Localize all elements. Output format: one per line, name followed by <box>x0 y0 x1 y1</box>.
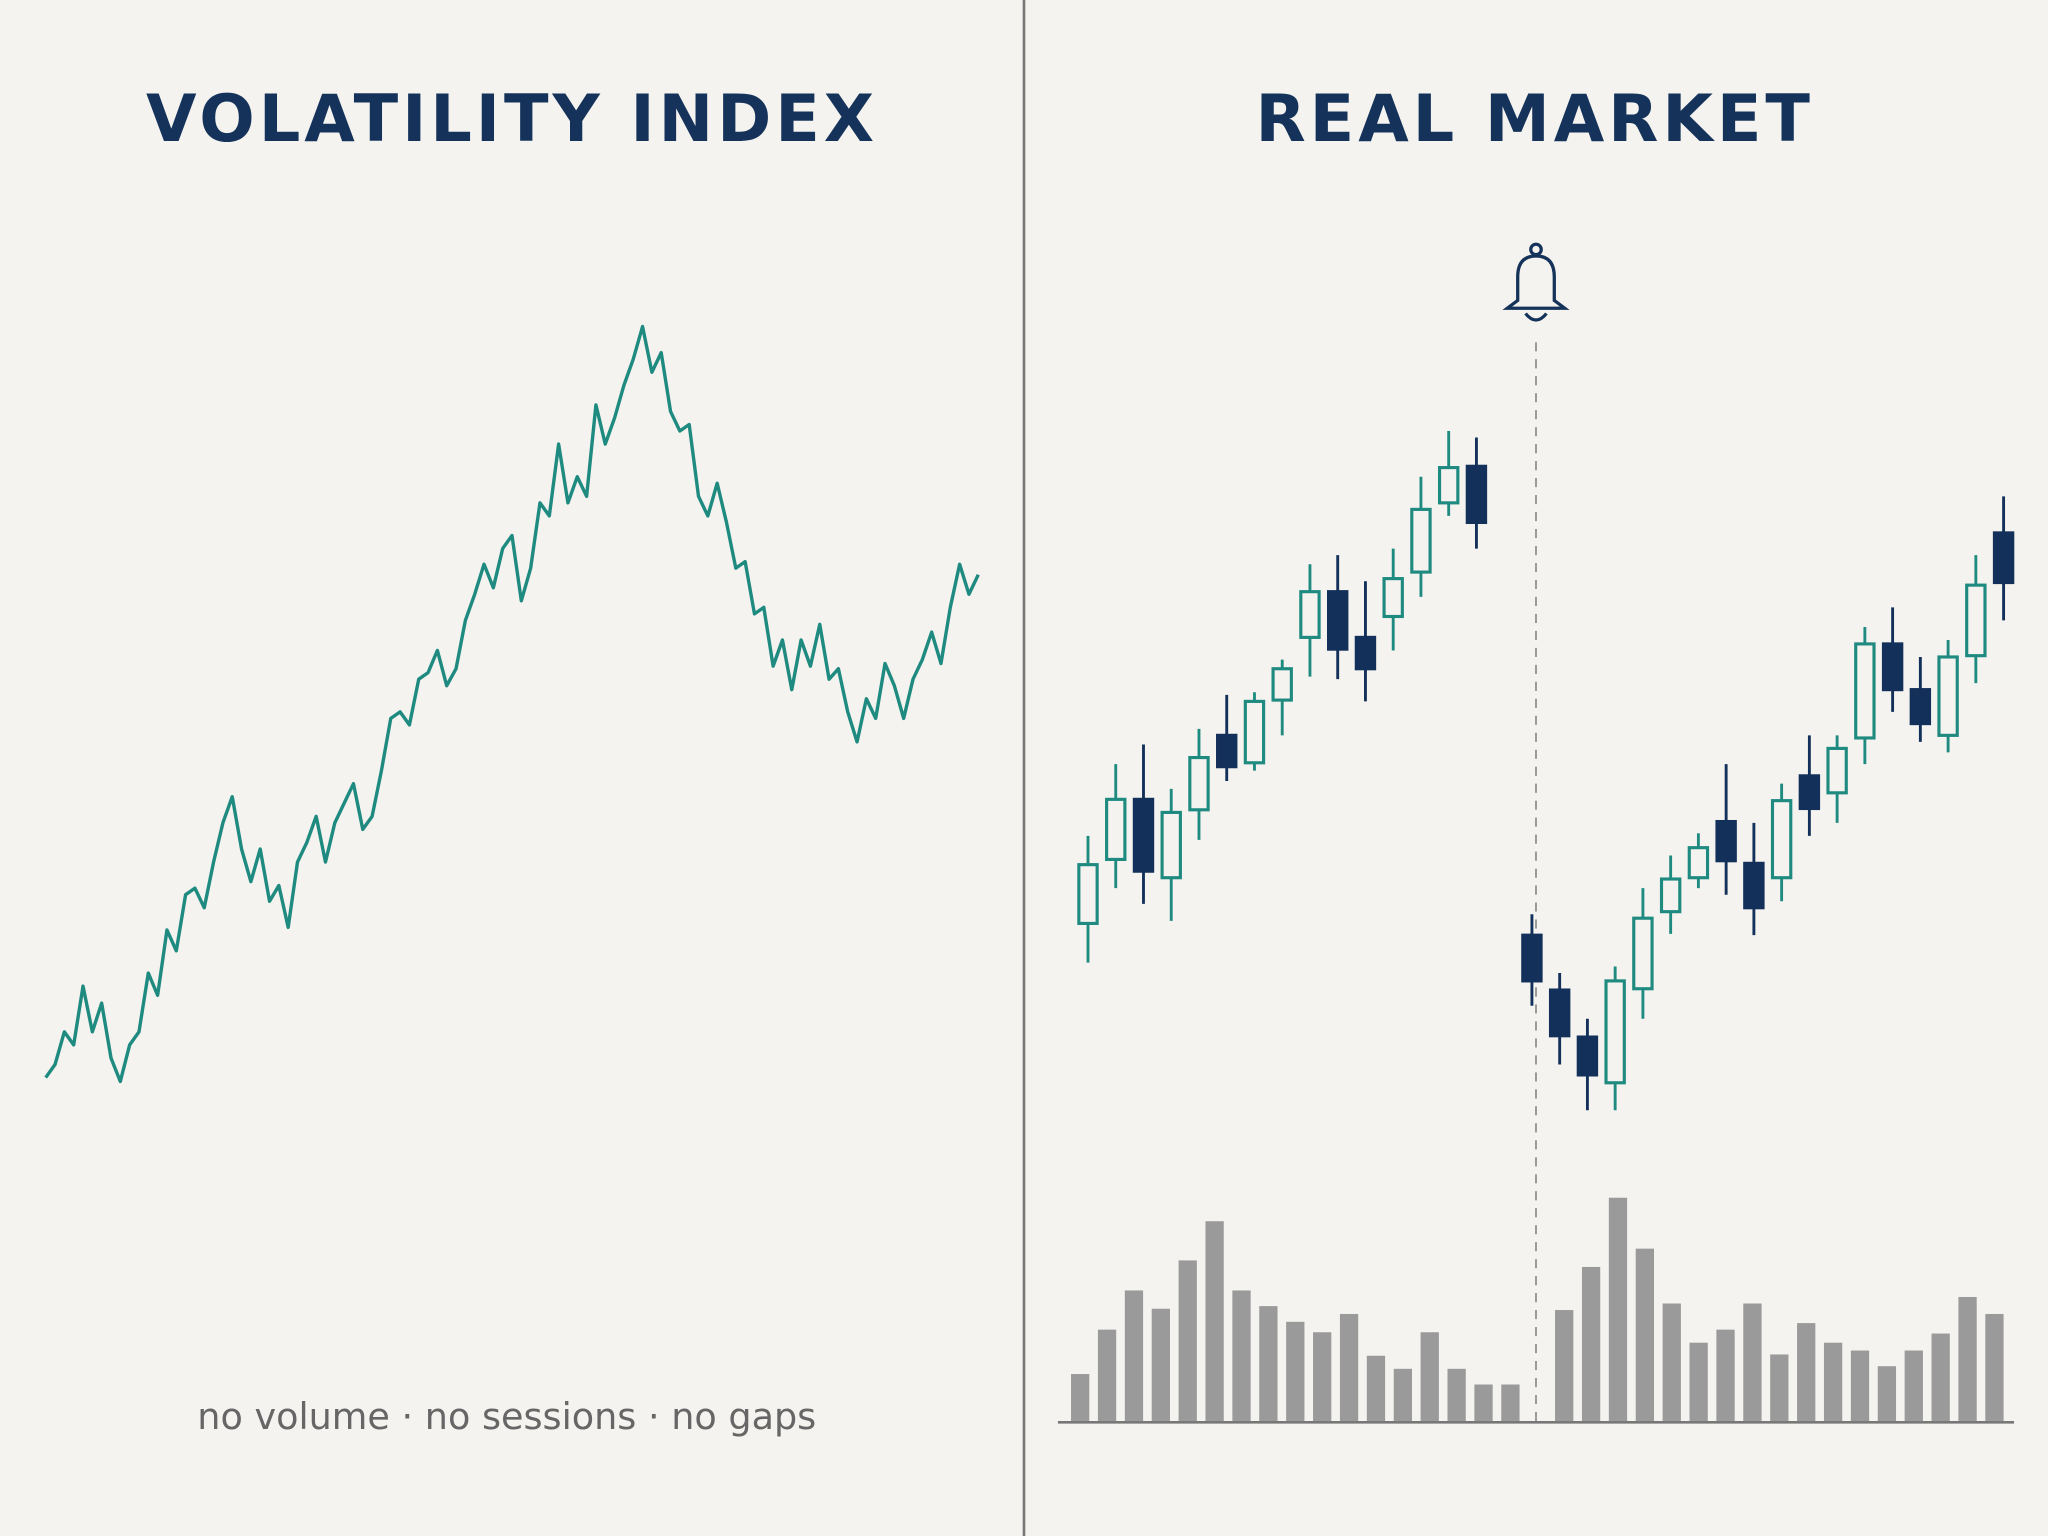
volume-bar <box>1850 1350 1870 1422</box>
candle-body <box>1188 755 1210 812</box>
volume-bar <box>1259 1306 1278 1422</box>
volume-bar <box>1581 1266 1601 1422</box>
volume-bar <box>1608 1197 1628 1422</box>
candle-body <box>1077 863 1099 925</box>
candle-body <box>1548 988 1571 1038</box>
candle-body <box>1659 877 1682 914</box>
volatility-line <box>44 324 980 1084</box>
candle-body <box>1299 590 1321 639</box>
right-title: REAL MARKET <box>1255 81 1813 157</box>
volume-bar <box>1178 1260 1197 1422</box>
candle-body <box>1770 799 1793 880</box>
volume-bar <box>1877 1366 1897 1422</box>
volume-bar <box>1770 1354 1789 1422</box>
candle-body <box>1826 746 1848 795</box>
candle-body <box>1410 507 1432 574</box>
volume-bar <box>1635 1248 1655 1422</box>
volume-bar <box>1420 1332 1439 1422</box>
volume-bar <box>1958 1296 1977 1422</box>
candle-body <box>1105 797 1127 861</box>
candle-body <box>1909 688 1932 726</box>
volume-bar <box>1555 1310 1574 1422</box>
candle-body <box>1382 577 1404 619</box>
volume-bar <box>1313 1332 1332 1422</box>
volume-bar <box>1151 1308 1170 1422</box>
volume-bar <box>1797 1323 1816 1422</box>
volume-bar <box>1393 1368 1412 1422</box>
volume-bar <box>1823 1342 1843 1422</box>
volume-bar <box>1689 1342 1708 1422</box>
volume-bar <box>1286 1321 1305 1422</box>
volume-bar <box>1205 1221 1224 1422</box>
volume-bar <box>1501 1384 1520 1422</box>
volume-bar <box>1447 1368 1466 1422</box>
volume-bar <box>1097 1329 1117 1422</box>
candle-body <box>1937 655 1959 737</box>
candle-body <box>1160 810 1182 880</box>
volume-bar <box>1071 1374 1090 1422</box>
candle-body <box>1604 979 1626 1085</box>
candle-body <box>1271 667 1293 702</box>
candle-body <box>1798 774 1821 811</box>
candle-body <box>1992 531 2015 585</box>
candle-body <box>1715 819 1737 863</box>
candle-body <box>1132 797 1155 873</box>
candle-body <box>1854 642 1876 740</box>
volume-bar <box>1474 1384 1493 1422</box>
candle-body <box>1632 916 1654 991</box>
footnote: no volume · no sessions · no gaps <box>197 1395 816 1438</box>
volume-bar <box>1339 1313 1359 1422</box>
candle-body <box>1576 1035 1599 1077</box>
volume-bar <box>1985 1313 2004 1422</box>
volume-bar <box>1232 1290 1251 1422</box>
candle-body <box>1216 733 1238 769</box>
candle-body <box>1521 933 1543 983</box>
candle-body <box>1743 861 1765 910</box>
volume-bar <box>1904 1350 1923 1422</box>
volume-bar <box>1124 1290 1144 1422</box>
volume-bar <box>1366 1355 1386 1422</box>
candle-body <box>1965 583 1987 658</box>
candle-body <box>1465 464 1488 525</box>
candle-body <box>1687 846 1710 880</box>
alert-bell <box>1502 242 1570 322</box>
candle-body <box>1437 466 1460 505</box>
candle-body <box>1881 642 1904 692</box>
volume-bar <box>1716 1329 1735 1422</box>
left-title: VOLATILITY INDEX <box>146 81 878 157</box>
candle-body <box>1243 699 1266 765</box>
candle-body <box>1354 635 1377 671</box>
candle-body <box>1326 590 1349 651</box>
volume-bar <box>1931 1333 1950 1422</box>
volume-bar <box>1662 1303 1681 1422</box>
volume-bar <box>1743 1303 1762 1422</box>
